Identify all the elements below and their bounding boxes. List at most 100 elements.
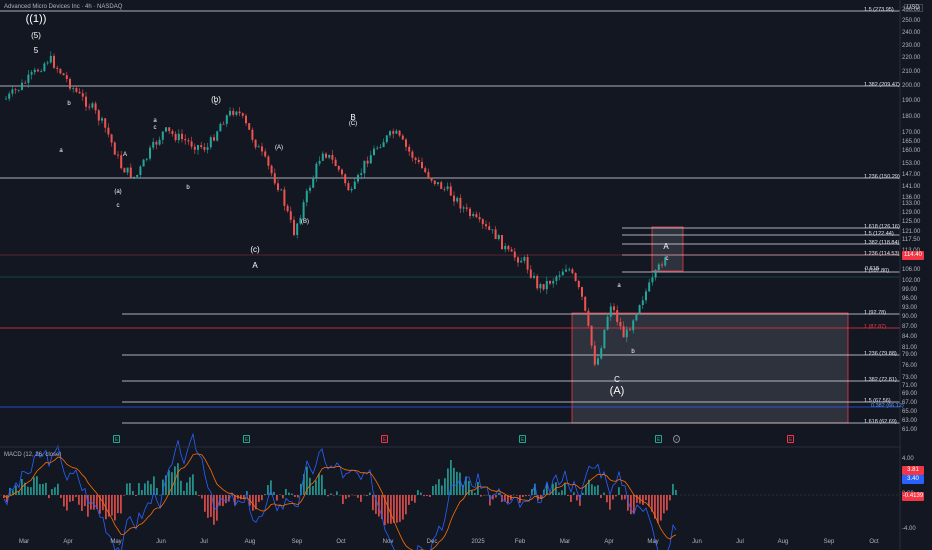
macd-histogram-bar [564, 482, 566, 495]
macd-histogram-bar [354, 495, 356, 496]
candle-body [181, 133, 183, 140]
candle-body [369, 155, 372, 164]
candle-body [177, 133, 180, 141]
earnings-event-icon[interactable]: E [113, 435, 120, 443]
macd-histogram-bar [414, 495, 416, 503]
candle-body [110, 134, 113, 143]
fibonacci-levels [0, 10, 900, 424]
macd-histogram-bar [441, 485, 443, 495]
macd-histogram-bar [402, 495, 404, 520]
macd-histogram-bar [588, 479, 590, 495]
wave-label: ((1)) [25, 13, 47, 25]
candle-body [139, 166, 142, 175]
candle-body [200, 145, 203, 148]
candle-body [494, 229, 497, 240]
candle-body [62, 73, 65, 76]
candle-body [501, 235, 503, 250]
earnings-event-icon[interactable]: E [243, 435, 250, 443]
macd-histogram-bar [150, 484, 152, 495]
macd-histogram-bar [423, 495, 425, 497]
macd-histogram-bar [108, 495, 110, 517]
price-axis-tick: 117.50 [902, 237, 920, 244]
macd-histogram-bar [177, 463, 179, 495]
macd-histogram-bar [135, 495, 137, 497]
macd-histogram-bar [429, 495, 431, 497]
candle-body [209, 137, 212, 148]
time-axis-tick: Jul [736, 539, 744, 545]
macd-histogram-bar [186, 482, 188, 495]
price-axis-tick: 90.00 [902, 314, 918, 321]
price-axis-tick: 190.00 [902, 97, 921, 104]
candle-body [552, 280, 555, 284]
wave-label: (c) [250, 245, 260, 254]
split-event-icon[interactable]: ⚡ [673, 435, 680, 443]
price-axis-tick: 125.00 [902, 219, 921, 226]
candle-body [357, 174, 359, 182]
macd-histogram-bar [219, 495, 221, 506]
macd-histogram-bar [645, 495, 647, 501]
macd-histogram-bar [384, 495, 386, 526]
macd-histogram-bar [111, 495, 113, 516]
candle-body [462, 207, 465, 209]
price-axis-tick: 200.00 [902, 83, 921, 89]
macd-histogram-bar [450, 460, 452, 495]
macd-histogram-bar [333, 495, 335, 496]
macd-histogram-bar [234, 495, 236, 506]
macd-histogram-bar [72, 495, 74, 502]
candle-body [366, 160, 369, 164]
price-axis-tick: 121.00 [902, 228, 921, 235]
macd-histogram-bar [387, 495, 389, 524]
earnings-event-icon[interactable]: E [381, 435, 388, 443]
macd-histogram-bar [309, 477, 311, 495]
candle-body [488, 226, 491, 230]
macd-histogram-bar [279, 494, 281, 495]
macd-histogram-bar [435, 484, 437, 495]
macd-histogram-bar [567, 495, 569, 497]
macd-histogram-bar [132, 490, 134, 495]
symbol-title[interactable]: Advanced Micro Devices Inc · 4h · NASDAQ [4, 4, 123, 10]
macd-histogram-bar [330, 493, 332, 495]
macd-histogram-bar [216, 495, 218, 521]
candle-body [475, 214, 478, 218]
macd-histogram-bar [168, 470, 170, 495]
macd-histogram-bar [369, 492, 371, 495]
earnings-event-icon[interactable]: E [787, 435, 794, 443]
macd-histogram-bar [438, 479, 440, 495]
candle-body [459, 197, 462, 209]
candle-body [101, 118, 103, 121]
macd-histogram-bar [189, 477, 191, 495]
wave-label: (A) [609, 385, 625, 397]
earnings-event-icon[interactable]: E [655, 435, 662, 443]
macd-histogram-bar [39, 484, 41, 495]
macd-histogram-bar [396, 495, 398, 523]
candle-body [507, 245, 510, 250]
macd-histogram-bar [579, 495, 581, 506]
candle-body [75, 88, 78, 92]
earnings-event-icon[interactable]: E [519, 435, 526, 443]
candle-body [408, 146, 411, 152]
candle-body [379, 147, 382, 148]
candle-body [360, 173, 363, 175]
macd-histogram-bar [54, 487, 56, 495]
candle-body [542, 284, 545, 290]
macd-histogram-bar [75, 495, 77, 497]
candle-body [229, 110, 231, 116]
macd-histogram-bar [291, 493, 293, 495]
candle-body [222, 123, 225, 125]
macd-title[interactable]: MACD (12, 26, close) [4, 452, 62, 458]
fib-level-label: 1.618 (126.16) [864, 224, 900, 230]
candle-body [219, 123, 222, 132]
candle-body [187, 140, 190, 142]
currency-button[interactable]: USD [904, 4, 923, 12]
candle-body [517, 257, 519, 263]
macd-histogram-bar [195, 491, 197, 495]
fib-level-label: 1.5 (273.95) [864, 7, 894, 13]
macd-histogram-bar [561, 490, 563, 495]
wave-label: A [663, 242, 669, 251]
fib-level-label: 1 (87.87) [864, 324, 887, 330]
candle-body [197, 145, 199, 150]
macd-histogram-bar [141, 489, 143, 495]
macd-histogram-bar [306, 466, 308, 495]
